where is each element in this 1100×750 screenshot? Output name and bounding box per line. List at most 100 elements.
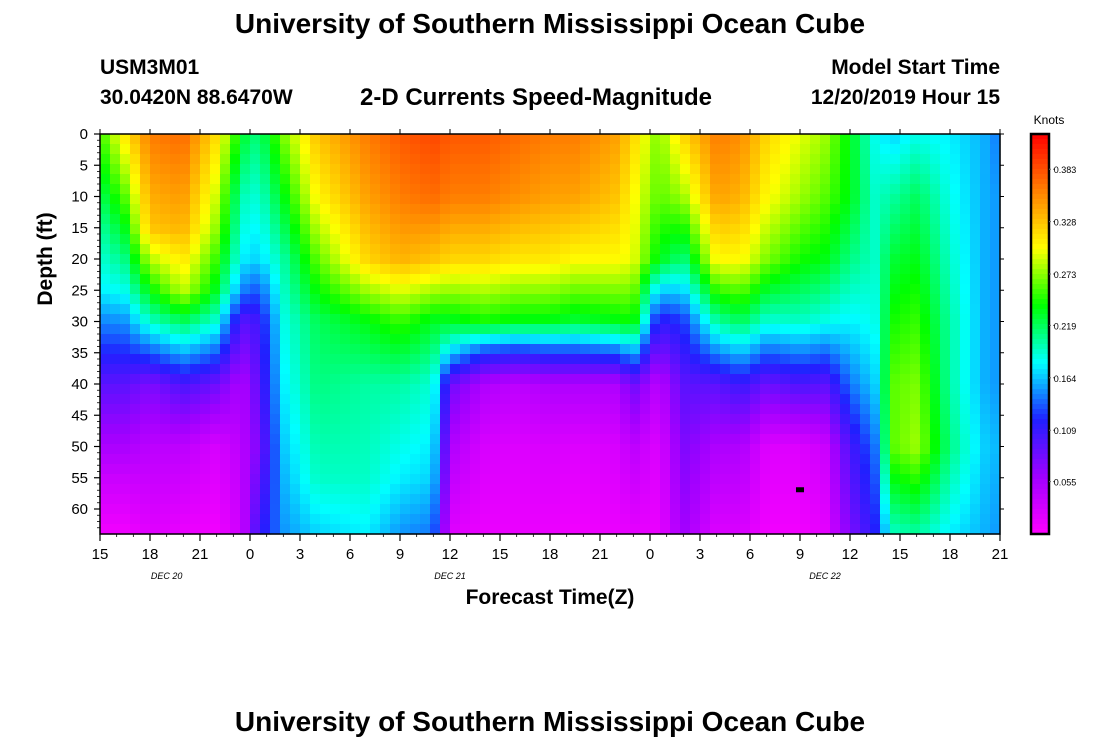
heatmap-cell <box>730 144 741 155</box>
heatmap-cell <box>440 484 451 495</box>
heatmap-cell <box>260 274 271 285</box>
heatmap-cell <box>900 244 911 255</box>
heatmap-cell <box>680 224 691 235</box>
heatmap-cell <box>200 304 211 315</box>
heatmap-cell <box>280 254 291 265</box>
heatmap-cell <box>580 274 591 285</box>
heatmap-cell <box>200 214 211 225</box>
heatmap-cell <box>820 254 831 265</box>
heatmap-cell <box>650 284 661 295</box>
heatmap-cell <box>240 224 251 235</box>
heatmap-cell <box>290 504 301 515</box>
heatmap-cell <box>420 474 431 485</box>
heatmap-cell <box>710 194 721 205</box>
heatmap-cell <box>680 144 691 155</box>
heatmap-cell <box>370 344 381 355</box>
heatmap-cell <box>240 184 251 195</box>
heatmap-cell <box>390 394 401 405</box>
heatmap-cell <box>540 214 551 225</box>
heatmap-cell <box>810 264 821 275</box>
heatmap-cell <box>150 244 161 255</box>
heatmap-cell <box>870 354 881 365</box>
heatmap-cell <box>310 434 321 445</box>
heatmap-cell <box>300 234 311 245</box>
heatmap-cell <box>100 524 111 535</box>
heatmap-cell <box>680 464 691 475</box>
heatmap-cell <box>780 334 791 345</box>
heatmap-cell <box>680 474 691 485</box>
heatmap-cell <box>720 264 731 275</box>
heatmap-cell <box>690 444 701 455</box>
heatmap-cell <box>410 334 421 345</box>
heatmap-cell <box>610 314 621 325</box>
heatmap-cell <box>110 144 121 155</box>
heatmap-cell <box>680 454 691 465</box>
heatmap-cell <box>910 354 921 365</box>
heatmap-cell <box>820 424 831 435</box>
heatmap-cell <box>780 204 791 215</box>
heatmap-cell <box>180 234 191 245</box>
heatmap-cell <box>790 384 801 395</box>
heatmap-cell <box>400 524 411 535</box>
heatmap-cell <box>370 444 381 455</box>
heatmap-cell <box>360 514 371 525</box>
heatmap-cell <box>880 264 891 275</box>
heatmap-cell <box>710 474 721 485</box>
heatmap-cell <box>850 384 861 395</box>
heatmap-cell <box>920 194 931 205</box>
heatmap-cell <box>980 294 991 305</box>
heatmap-cell <box>140 154 151 165</box>
station-id: USM3M01 <box>100 56 200 79</box>
heatmap-cell <box>780 364 791 375</box>
heatmap-cell <box>580 194 591 205</box>
heatmap-cell <box>510 194 521 205</box>
heatmap-cell <box>550 514 561 525</box>
heatmap-cell <box>740 304 751 315</box>
heatmap-cell <box>410 364 421 375</box>
heatmap-cell <box>110 344 121 355</box>
heatmap-cell <box>650 524 661 535</box>
heatmap-cell <box>920 384 931 395</box>
heatmap-cell <box>920 474 931 485</box>
heatmap-cell <box>220 154 231 165</box>
heatmap-cell <box>620 224 631 235</box>
heatmap-cell <box>480 214 491 225</box>
heatmap-cell <box>580 144 591 155</box>
heatmap-cell <box>230 144 241 155</box>
heatmap-cell <box>920 494 931 505</box>
heatmap-cell <box>200 354 211 365</box>
heatmap-cell <box>850 464 861 475</box>
heatmap-cell <box>880 314 891 325</box>
heatmap-cell <box>230 414 241 425</box>
heatmap-cell <box>700 164 711 175</box>
heatmap-cell <box>620 504 631 515</box>
heatmap-cell <box>150 484 161 495</box>
heatmap-cell <box>600 484 611 495</box>
heatmap-cell <box>690 184 701 195</box>
heatmap-cell <box>960 494 971 505</box>
heatmap-cell <box>810 384 821 395</box>
heatmap-cell <box>570 384 581 395</box>
heatmap-cell <box>620 374 631 385</box>
heatmap-cell <box>880 434 891 445</box>
heatmap-cell <box>850 254 861 265</box>
heatmap-cell <box>160 424 171 435</box>
heatmap-cell <box>370 484 381 495</box>
heatmap-cell <box>440 394 451 405</box>
heatmap-cell <box>130 194 141 205</box>
heatmap-cell <box>140 234 151 245</box>
heatmap-cell <box>490 174 501 185</box>
heatmap-cell <box>360 254 371 265</box>
heatmap-cell <box>840 394 851 405</box>
heatmap-cell <box>880 174 891 185</box>
heatmap-cell <box>910 304 921 315</box>
heatmap-cell <box>590 184 601 195</box>
heatmap-cell <box>910 414 921 425</box>
heatmap-cell <box>490 474 501 485</box>
heatmap-cell <box>510 424 521 435</box>
heatmap-cell <box>180 304 191 315</box>
heatmap-cell <box>380 204 391 215</box>
heatmap-cell <box>560 174 571 185</box>
heatmap-cell <box>570 374 581 385</box>
heatmap-cell <box>770 334 781 345</box>
